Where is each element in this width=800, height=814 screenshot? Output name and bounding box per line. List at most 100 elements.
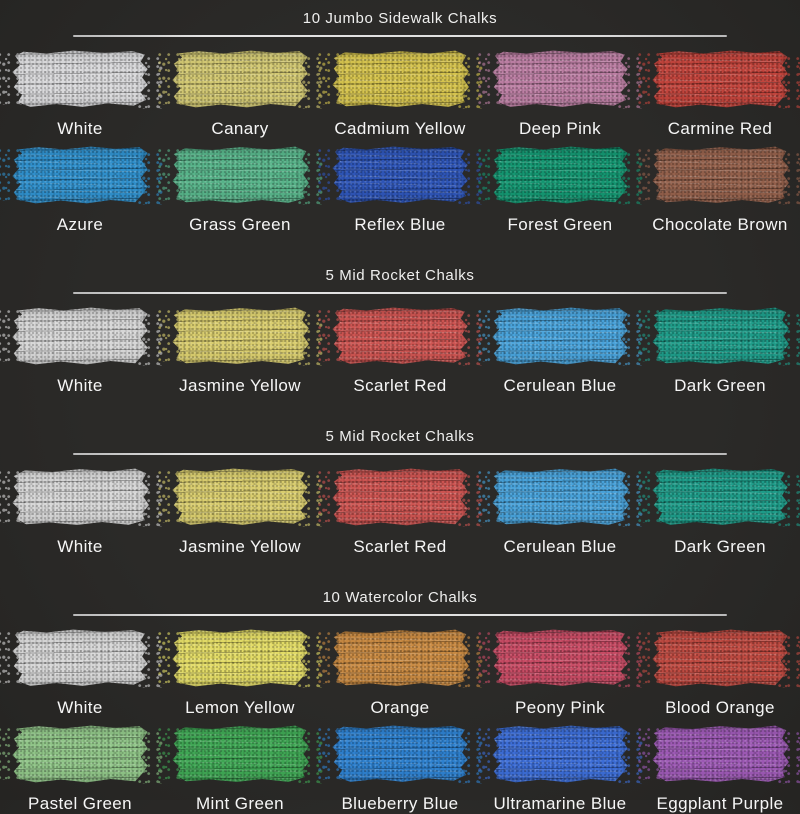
chalk-stroke: [492, 307, 628, 365]
chalk-stroke: [332, 468, 468, 526]
chalk-swatch: [477, 143, 643, 207]
chalk-swatch: [317, 465, 483, 529]
swatch-label: White: [57, 698, 103, 717]
swatch-row: White Lemon Yellow Orange Peony Pink Blood O…: [0, 626, 800, 718]
chalk-stroke: [12, 50, 148, 107]
chalk-stroke: [172, 725, 309, 782]
swatch-row: White Canary Cadmium Yellow Deep Pink Carmin…: [0, 47, 800, 139]
section-header: 5 Mid Rocket Chalks: [0, 418, 800, 447]
swatch-cell: Reflex Blue: [317, 143, 483, 235]
swatch-cell: Pastel Green: [0, 722, 163, 814]
swatch-row: White Jasmine Yellow Scarlet Red Cerulean B…: [0, 465, 800, 557]
swatch-label: Scarlet Red: [353, 537, 447, 556]
swatch-label: Blueberry Blue: [341, 794, 459, 813]
chalk-stroke: [492, 629, 628, 686]
chalk-stroke: [172, 629, 308, 687]
chalk-dust-right: [777, 153, 800, 205]
chalk-swatch: [317, 304, 483, 368]
chalk-dust-left: [317, 149, 343, 201]
chalk-stroke: [332, 629, 469, 686]
swatch-cell: Dark Green: [637, 465, 800, 557]
chalk-dust-left: [317, 310, 343, 362]
section: 5 Mid Rocket Chalks White Jasmine Yellow Sc…: [0, 418, 800, 557]
swatch-label: Deep Pink: [518, 119, 602, 138]
section-header: 10 Jumbo Sidewalk Chalks: [0, 0, 800, 29]
swatch-cell: White: [0, 626, 163, 718]
chalk-dust-left: [0, 53, 23, 105]
chalk-dust-left: [317, 728, 343, 780]
chalk-swatch: [637, 304, 800, 368]
chalk-swatch: [0, 304, 163, 368]
chalk-swatch: [157, 304, 323, 368]
chalk-stroke: [172, 468, 308, 525]
section-title: 5 Mid Rocket Chalks: [325, 267, 475, 284]
swatch-cell: White: [0, 465, 163, 557]
swatch-cell: Blood Orange: [637, 626, 800, 718]
chalk-dust-left: [0, 632, 23, 684]
swatch-label: Cerulean Blue: [503, 376, 617, 395]
swatch-cell: Jasmine Yellow: [157, 304, 323, 396]
swatch-row: Pastel Green Mint Green Blueberry Blue Ultr…: [0, 722, 800, 814]
chalk-stroke: [332, 50, 469, 107]
swatch-cell: Ultramarine Blue: [477, 722, 643, 814]
swatch-label: Mint Green: [195, 794, 285, 813]
chalk-swatch: [0, 626, 163, 690]
chalk-swatch: [0, 722, 163, 786]
swatch-cell: Cadmium Yellow: [317, 47, 483, 139]
swatch-cell: Jasmine Yellow: [157, 465, 323, 557]
chalk-swatch: [157, 722, 323, 786]
divider-line: [73, 453, 727, 455]
swatch-label: Ultramarine Blue: [493, 794, 627, 813]
swatch-label: Peony Pink: [515, 698, 605, 717]
chalk-stroke: [12, 146, 148, 204]
chalk-swatch: [637, 143, 800, 207]
chalk-dust-right: [777, 636, 800, 688]
swatch-row: Azure Grass Green Reflex Blue Forest Green C…: [0, 143, 800, 235]
chalk-swatch: [317, 47, 483, 111]
swatch-label: Grass Green: [189, 215, 291, 234]
chalk-stroke: [652, 629, 788, 687]
section-header: 5 Mid Rocket Chalks: [0, 257, 800, 286]
swatch-cell: Forest Green: [477, 143, 643, 235]
swatch-label: Cadmium Yellow: [334, 119, 466, 138]
section-title: 5 Mid Rocket Chalks: [325, 428, 475, 445]
swatch-label: Forest Green: [507, 215, 613, 234]
swatch-label: Scarlet Red: [353, 376, 447, 395]
swatch-cell: Carmine Red: [637, 47, 800, 139]
chalk-swatch: [157, 626, 323, 690]
chalk-stroke: [332, 725, 468, 782]
swatch-cell: Deep Pink: [477, 47, 643, 139]
chalk-dust-right: [777, 475, 800, 527]
swatch-label: Eggplant Purple: [656, 794, 784, 813]
chalk-swatch: [317, 722, 483, 786]
swatch-cell: Eggplant Purple: [637, 722, 800, 814]
chalk-swatch: [477, 47, 643, 111]
chalk-swatch: [637, 722, 800, 786]
chalk-stroke: [172, 50, 308, 108]
swatch-label: Dark Green: [674, 376, 766, 395]
chalk-stroke: [652, 725, 789, 782]
chalk-stroke: [332, 146, 468, 203]
swatch-label: Cerulean Blue: [503, 537, 617, 556]
chalk-stroke: [332, 307, 468, 364]
divider-line: [73, 614, 727, 616]
swatch-cell: White: [0, 304, 163, 396]
chalk-swatch: [0, 465, 163, 529]
chalk-dust-right: [777, 57, 800, 109]
chalk-stroke: [12, 468, 149, 525]
chalk-dust-left: [637, 471, 663, 523]
swatch-label: Lemon Yellow: [185, 698, 295, 717]
swatch-cell: Cerulean Blue: [477, 465, 643, 557]
swatch-label: Reflex Blue: [354, 215, 446, 234]
chalk-dust-left: [477, 632, 503, 684]
section: 5 Mid Rocket Chalks White Jasmine Yellow Sc…: [0, 257, 800, 396]
chalk-swatch: [317, 143, 483, 207]
chalk-stroke: [492, 468, 629, 525]
divider-line: [73, 35, 727, 37]
chalk-stroke: [652, 146, 789, 203]
chalk-stroke: [652, 468, 788, 525]
chalk-swatch: [477, 304, 643, 368]
chalk-stroke: [172, 307, 309, 364]
chalk-dust-right: [777, 732, 800, 784]
swatch-cell: Scarlet Red: [317, 304, 483, 396]
